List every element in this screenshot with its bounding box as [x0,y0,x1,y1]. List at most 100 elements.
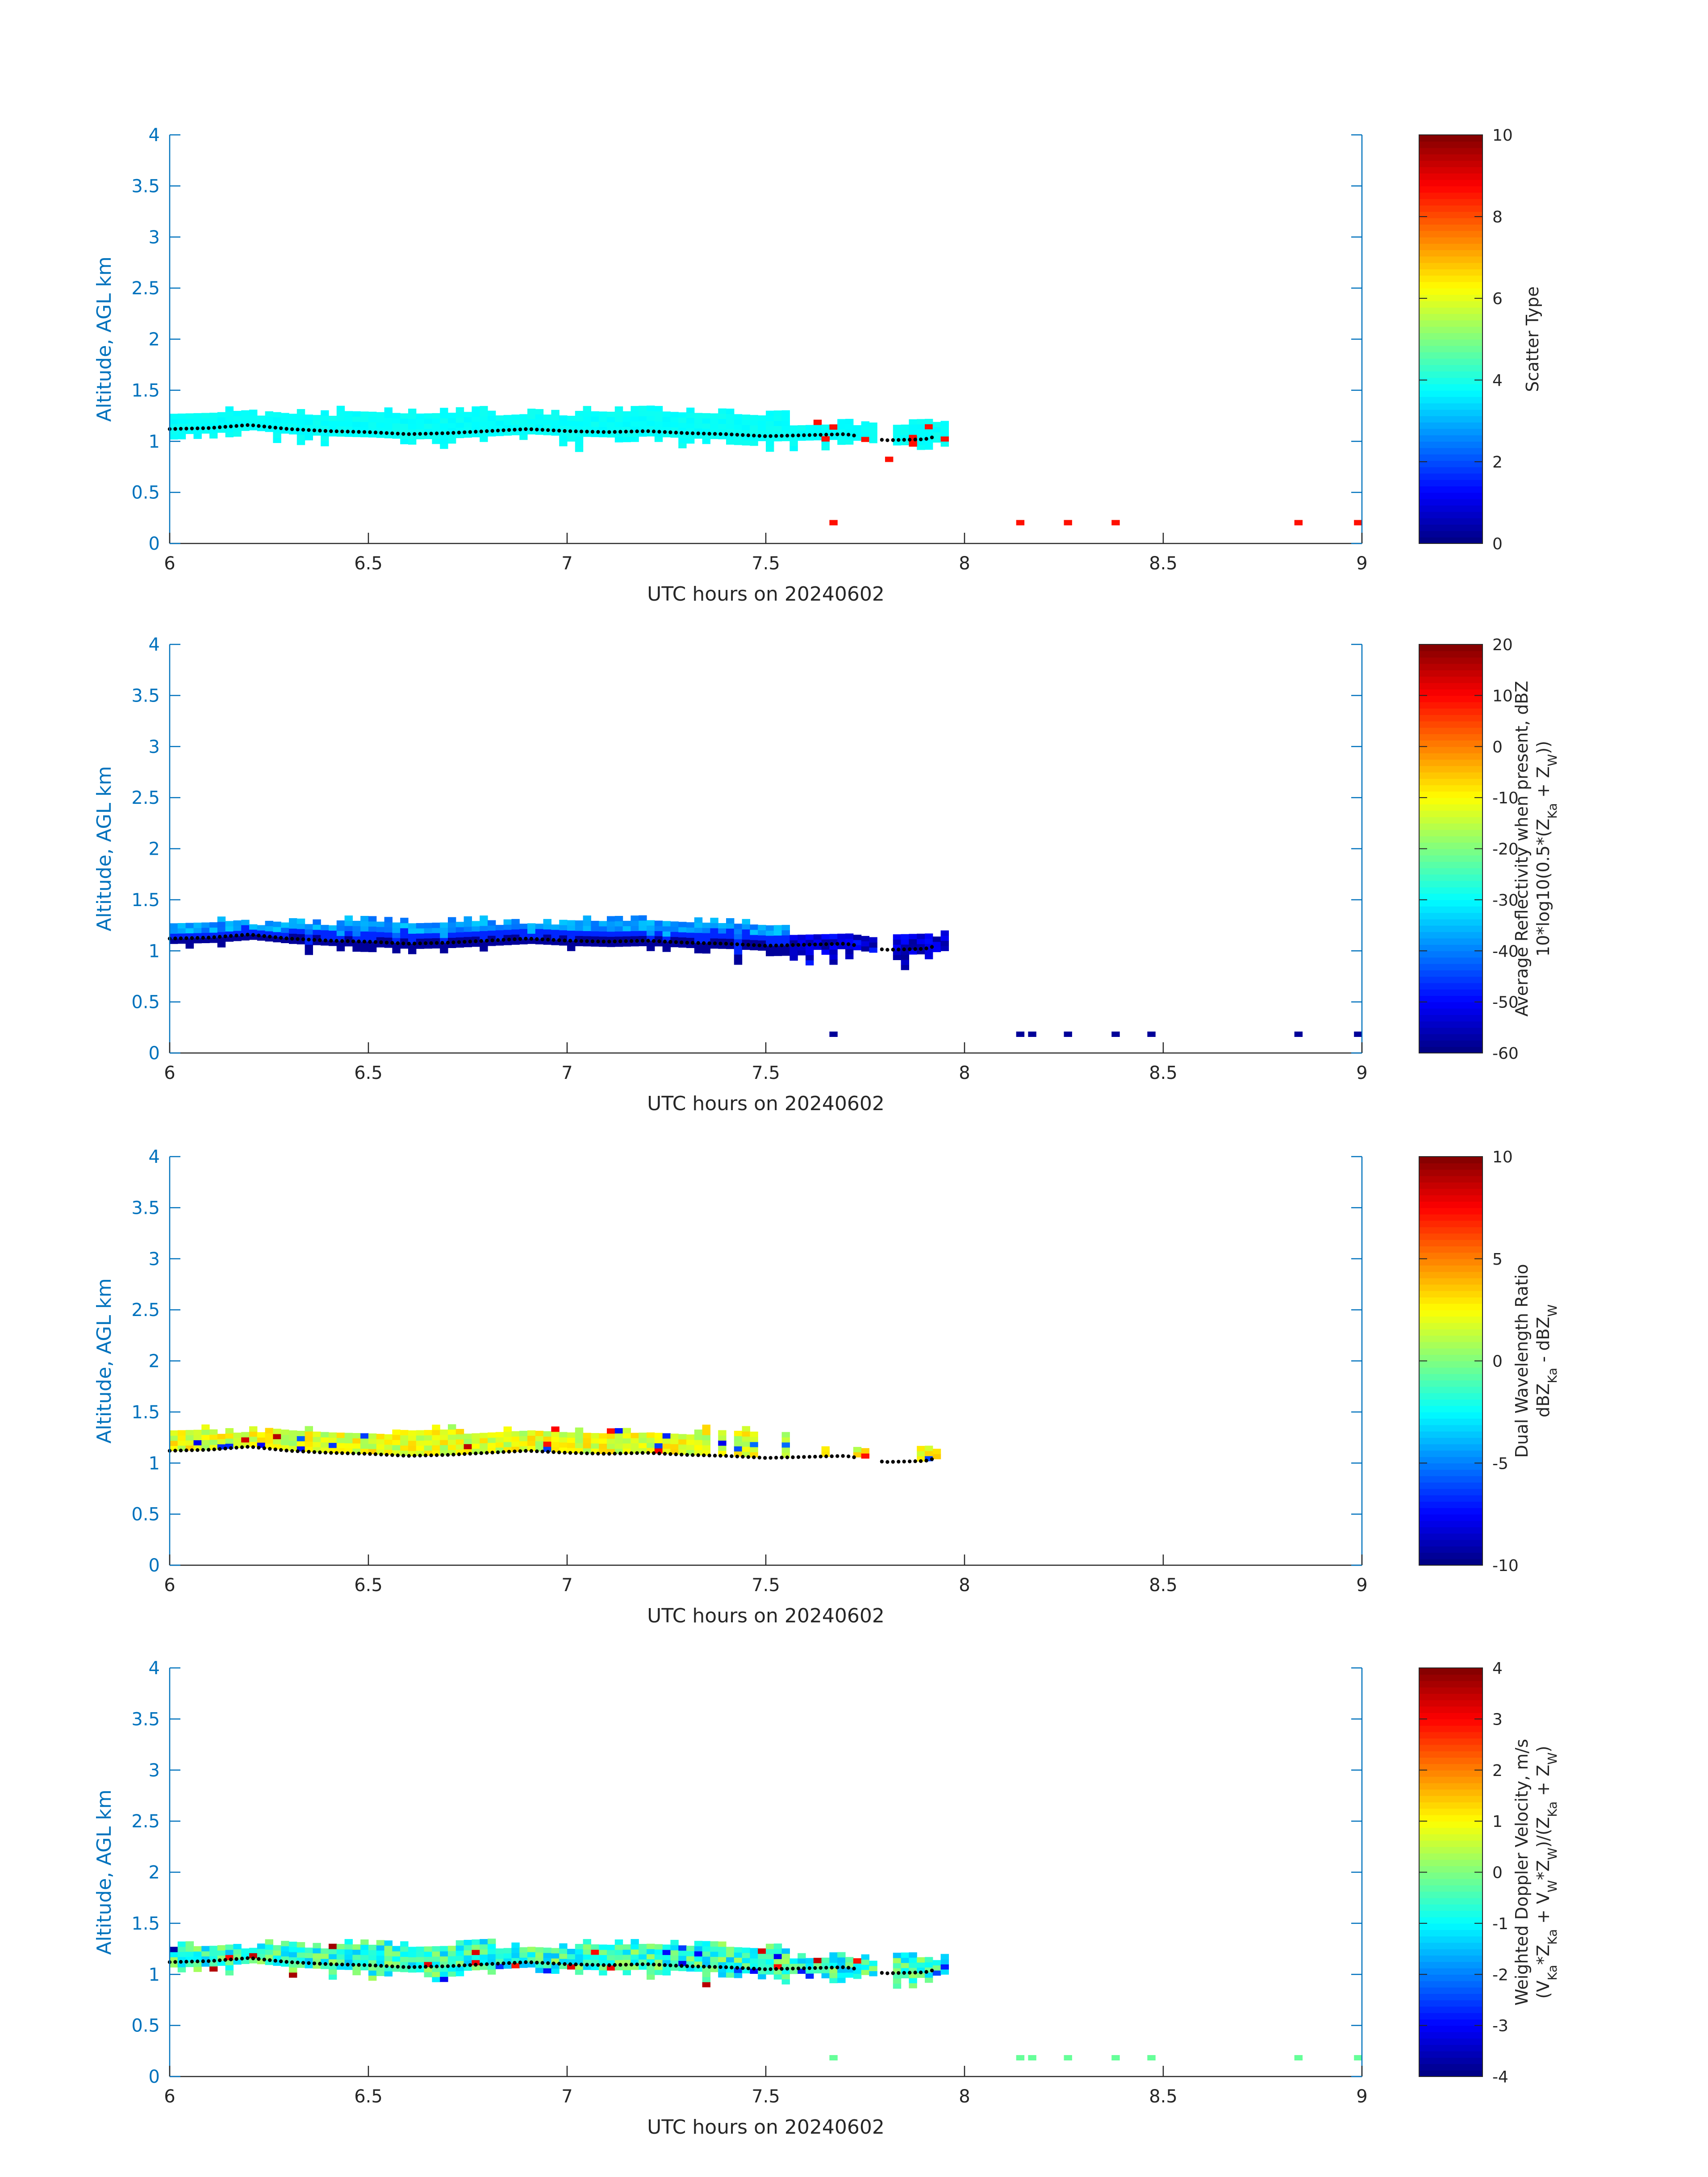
heatmap-cell [789,1958,798,1964]
cloud-base-point [479,1451,483,1455]
surface-return [829,520,838,526]
heatmap-cell [233,1437,242,1443]
cloud-base-point [351,1451,355,1455]
heatmap-cell [416,1430,425,1436]
heatmap-cell [917,1451,925,1457]
heatmap-cell [639,1964,647,1970]
heatmap-cell [702,932,710,939]
y-tick-label: 1.5 [131,1914,160,1934]
colorbar-tick-label: 10 [1492,687,1513,705]
cloud-base-point [724,432,728,436]
colorbar-swatch [1419,1687,1482,1694]
heatmap-cell [599,1438,607,1444]
cloud-base-point [529,937,534,941]
heatmap-cell [193,423,202,429]
cloud-base-point [924,1970,928,1974]
heatmap-cell [734,1436,743,1442]
heatmap-cell [209,922,218,928]
cloud-base-point [246,1445,250,1449]
heatmap-cell [472,406,480,412]
heatmap-cell [702,1951,710,1957]
heatmap-cell [432,943,440,949]
heatmap-cell [583,431,591,437]
heatmap-cell [424,928,432,934]
cloud-base-point [757,1967,761,1971]
colorbar-swatch [1419,409,1482,416]
cloud-base-point [390,431,394,435]
cloud-base-point [551,1450,555,1454]
colorbar-swatch [1419,1706,1482,1713]
cloud-base-point [763,1967,767,1971]
y-tick-label: 3 [149,1760,160,1781]
heatmap-cell [233,1959,242,1965]
cloud-base-point [557,1962,561,1966]
heatmap-cell [575,1437,584,1443]
heatmap-cell [289,1947,297,1952]
heatmap-cell [281,1440,289,1446]
cloud-base-point [524,936,528,941]
cloud-base-point [546,1450,550,1454]
colorbar-swatch [1419,428,1482,435]
cloud-base-point [768,944,773,948]
heatmap-cell [185,1946,194,1952]
heatmap-cell [368,1975,377,1981]
heatmap-cell [336,920,345,926]
heatmap-cell [305,1436,313,1442]
colorbar-tick-label: -1 [1492,1915,1508,1933]
heatmap-cell [893,1983,902,1989]
heatmap-cell [416,938,425,944]
cloud-base-point [446,1964,450,1968]
heatmap-cell [376,417,385,423]
heatmap-cell [201,1951,210,1957]
heatmap-cell [686,423,695,429]
heatmap-cell [448,1439,456,1445]
heatmap-cell [678,922,687,928]
colorbar-swatch [1419,906,1482,913]
heatmap-cell [336,930,345,936]
heatmap-cell [313,919,321,925]
heatmap-cell [813,419,822,425]
cloud-base-point [919,1970,923,1975]
cloud-base-point [635,1451,639,1455]
colorbar-swatch [1419,868,1482,875]
heatmap-cell [607,916,615,922]
heatmap-cell [503,1426,512,1432]
cloud-base-point [924,946,928,950]
colorbar-swatch [1419,307,1482,314]
heatmap-cell [599,921,607,927]
heatmap-cell [932,1454,941,1459]
heatmap-cell [464,1950,472,1956]
heatmap-cell [750,425,758,431]
heatmap-cell [845,933,854,939]
heatmap-cell [702,1946,710,1952]
cloud-base-point [257,1957,261,1961]
heatmap-cell [940,426,949,431]
heatmap-cell [789,955,798,961]
heatmap-cell [424,423,432,429]
heatmap-cell [726,1947,735,1952]
colorbar-swatch [1419,1910,1482,1918]
y-tick-label: 2 [149,839,160,860]
cloud-base-point [724,1454,728,1458]
heatmap-cell [734,1972,743,1978]
heatmap-cell [678,932,687,938]
y-tick-label: 2.5 [131,1300,160,1320]
heatmap-cell [932,936,941,942]
heatmap-cell [607,1950,615,1956]
colorbar-swatch [1419,339,1482,346]
colorbar-swatch [1419,715,1482,722]
heatmap-cell [392,1951,401,1957]
cloud-base-point [284,1960,288,1964]
y-tick-label: 2.5 [131,278,160,299]
heatmap-cell [440,1946,448,1951]
heatmap-cell [718,1951,727,1957]
heatmap-cell [305,414,313,420]
heatmap-cell [511,919,520,924]
heatmap-cell [670,1444,679,1450]
heatmap-cell [495,1953,504,1959]
heatmap-cell [575,1427,584,1433]
heatmap-cell [622,1443,631,1449]
colorbar-swatch [1419,823,1482,830]
cloud-base-point [240,1956,244,1961]
heatmap-cell [726,928,735,934]
